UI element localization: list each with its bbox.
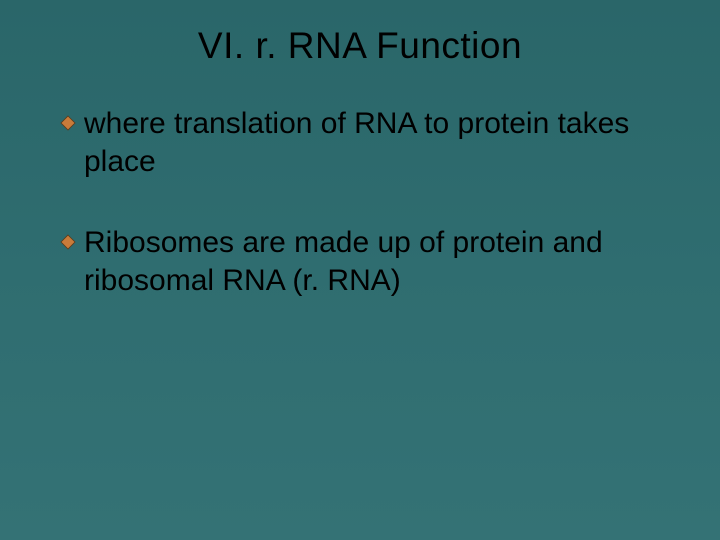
slide-title: VI. r. RNA Function <box>60 25 660 67</box>
bullet-text: where translation of RNA to protein take… <box>84 105 660 182</box>
bullet-item: where translation of RNA to protein take… <box>60 105 660 182</box>
bullet-item: Ribosomes are made up of protein and rib… <box>60 224 660 301</box>
diamond-bullet-icon <box>60 234 76 250</box>
bullet-text: Ribosomes are made up of protein and rib… <box>84 224 660 301</box>
slide-container: VI. r. RNA Function where translation of… <box>0 0 720 540</box>
diamond-bullet-icon <box>60 115 76 131</box>
